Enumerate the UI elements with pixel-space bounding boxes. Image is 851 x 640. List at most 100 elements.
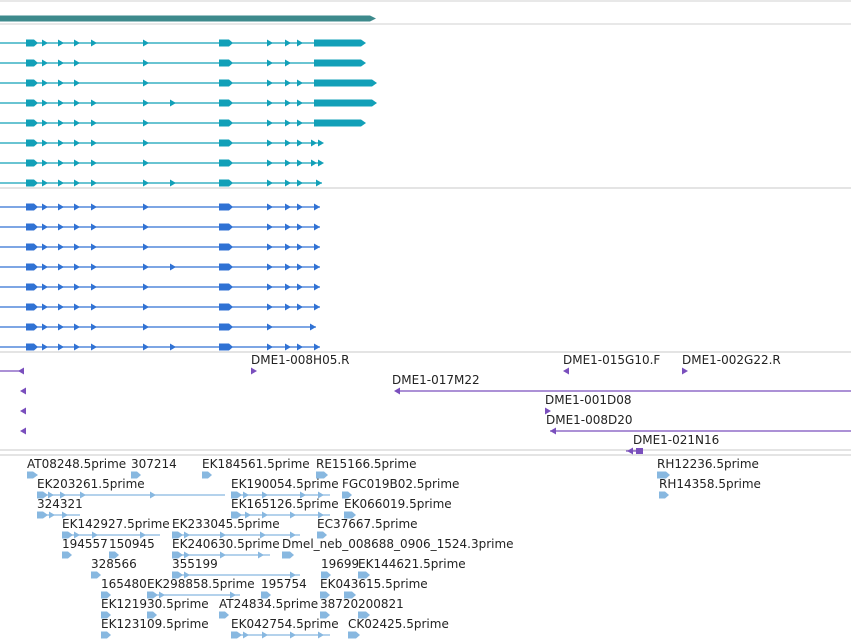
transcript-row[interactable]	[0, 263, 320, 271]
est-label[interactable]: EK203261.5prime	[37, 477, 145, 491]
est-block[interactable]	[317, 531, 327, 539]
est-block[interactable]	[147, 611, 157, 619]
est-block[interactable]	[131, 471, 141, 479]
est-label[interactable]: AT24834.5prime	[219, 597, 318, 611]
est-feature[interactable]	[37, 491, 225, 499]
est-label[interactable]: EK121930.5prime	[101, 597, 209, 611]
est-block[interactable]	[62, 551, 72, 559]
est-label[interactable]: EK042754.5prime	[231, 617, 339, 631]
est-label[interactable]: EK240630.5prime	[172, 537, 280, 551]
est-block[interactable]	[321, 571, 331, 579]
est-feature[interactable]	[27, 471, 38, 479]
est-block[interactable]	[344, 511, 356, 519]
est-label[interactable]: 165480	[101, 577, 147, 591]
est-feature[interactable]	[231, 491, 330, 499]
est-feature[interactable]	[231, 631, 330, 639]
transcript-row[interactable]	[0, 283, 320, 291]
est-block[interactable]	[348, 631, 360, 639]
clone-end-arrow-icon[interactable]	[20, 427, 26, 435]
est-label[interactable]: RH14358.5prime	[659, 477, 761, 491]
est-label[interactable]: EK298858.5prime	[147, 577, 255, 591]
est-feature[interactable]	[37, 511, 80, 519]
est-label[interactable]: 324321	[37, 497, 83, 511]
est-block[interactable]	[109, 551, 119, 559]
clone-label[interactable]: DME1-017M22	[392, 373, 480, 387]
clone-end-arrow-icon[interactable]	[682, 367, 688, 375]
transcript-row[interactable]	[0, 159, 324, 167]
transcript-row[interactable]	[0, 79, 377, 87]
est-block[interactable]	[91, 571, 101, 579]
est-block[interactable]	[202, 471, 212, 479]
est-label[interactable]: EK233045.5prime	[172, 517, 280, 531]
est-label[interactable]: CK02425.5prime	[348, 617, 449, 631]
est-label[interactable]: 194557	[62, 537, 108, 551]
est-label[interactable]: EK144621.5prime	[358, 557, 466, 571]
est-label[interactable]: EK043615.5prime	[320, 577, 428, 591]
transcript-row[interactable]	[0, 203, 320, 211]
est-block[interactable]	[358, 611, 370, 619]
est-label[interactable]: EK123109.5prime	[101, 617, 209, 631]
est-feature[interactable]	[172, 531, 300, 539]
clone-label[interactable]: DME1-008H05.R	[251, 353, 350, 367]
clone-label[interactable]: DME1-002G22.R	[682, 353, 781, 367]
est-label[interactable]: 307214	[131, 457, 177, 471]
clone-end-arrow-icon[interactable]	[563, 367, 569, 375]
clone-end-arrow-icon[interactable]	[20, 407, 26, 415]
est-block[interactable]	[659, 491, 669, 499]
est-label[interactable]: 19699	[321, 557, 359, 571]
est-block[interactable]	[282, 551, 294, 559]
est-feature[interactable]	[231, 511, 330, 519]
transcript-row[interactable]	[0, 59, 366, 67]
est-feature[interactable]	[172, 571, 300, 579]
transcript-row[interactable]	[0, 119, 366, 127]
est-feature[interactable]	[147, 591, 240, 599]
est-label[interactable]: AT08248.5prime	[27, 457, 126, 471]
est-block[interactable]	[342, 491, 352, 499]
transcript-row[interactable]	[0, 39, 366, 47]
transcript-row[interactable]	[0, 139, 324, 147]
transcript-row[interactable]	[0, 243, 320, 251]
transcript-row[interactable]	[0, 179, 322, 187]
clone-label[interactable]: DME1-021N16	[633, 433, 719, 447]
clone-end-arrow-icon[interactable]	[545, 407, 551, 415]
est-label[interactable]: EK165126.5prime	[231, 497, 339, 511]
transcript-row[interactable]	[0, 223, 320, 231]
est-label[interactable]: EK066019.5prime	[344, 497, 452, 511]
est-label[interactable]: EC37667.5prime	[317, 517, 418, 531]
est-block[interactable]	[101, 631, 111, 639]
est-label[interactable]: EK142927.5prime	[62, 517, 170, 531]
est-block[interactable]	[657, 471, 670, 479]
est-label[interactable]: 38720	[320, 597, 358, 611]
transcript-row[interactable]	[0, 343, 320, 351]
est-label[interactable]: 200821	[358, 597, 404, 611]
est-label[interactable]: 355199	[172, 557, 218, 571]
est-feature[interactable]	[62, 531, 160, 539]
est-label[interactable]: FGC019B02.5prime	[342, 477, 459, 491]
clone-end-arrow-icon[interactable]	[251, 367, 257, 375]
clone-label[interactable]: DME1-001D08	[545, 393, 632, 407]
est-label[interactable]: RH12236.5prime	[657, 457, 759, 471]
est-block[interactable]	[261, 591, 271, 599]
est-label[interactable]: EK190054.5prime	[231, 477, 339, 491]
est-block[interactable]	[219, 611, 229, 619]
clone-label[interactable]: DME1-008D20	[546, 413, 633, 427]
est-block[interactable]	[320, 591, 330, 599]
est-label[interactable]: 195754	[261, 577, 307, 591]
est-block[interactable]	[358, 571, 370, 579]
transcript-row[interactable]	[0, 323, 316, 331]
est-label[interactable]: RE15166.5prime	[316, 457, 417, 471]
est-block[interactable]	[320, 611, 330, 619]
gene-span-bar[interactable]	[0, 15, 376, 22]
transcript-row[interactable]	[0, 303, 320, 311]
est-block[interactable]	[344, 591, 356, 599]
est-label[interactable]: 328566	[91, 557, 137, 571]
est-block[interactable]	[101, 591, 111, 599]
est-label[interactable]: Dmel_neb_008688_0906_1524.3prime	[282, 537, 514, 551]
est-block[interactable]	[316, 471, 328, 479]
est-feature[interactable]	[172, 551, 270, 559]
est-label[interactable]: EK184561.5prime	[202, 457, 310, 471]
est-block[interactable]	[101, 611, 111, 619]
transcript-row[interactable]	[0, 99, 377, 107]
est-label[interactable]: 150945	[109, 537, 155, 551]
clone-label[interactable]: DME1-015G10.F	[563, 353, 660, 367]
